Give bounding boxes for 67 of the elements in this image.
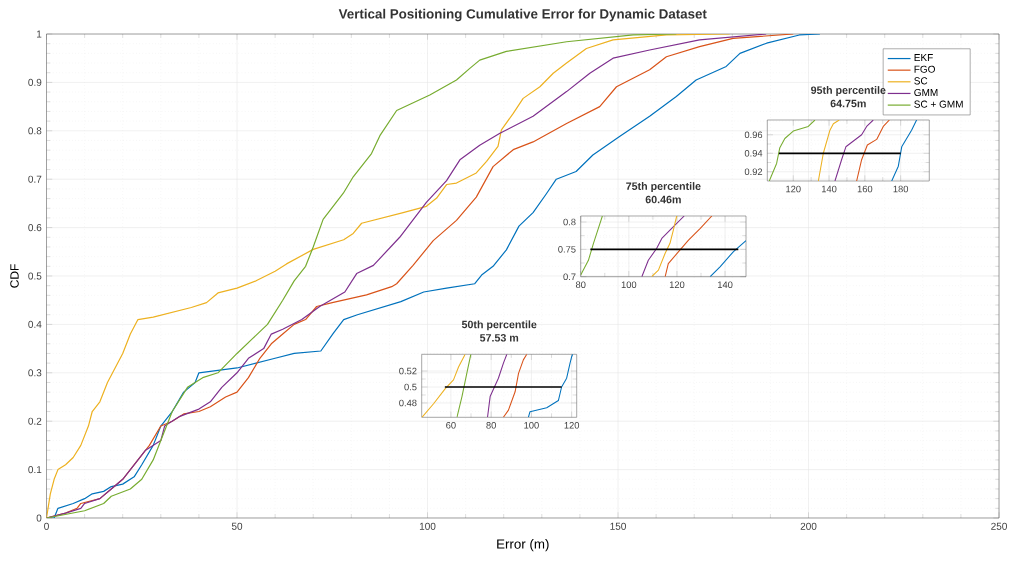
y-tick-label: 0.8 [563, 218, 576, 226]
x-tick-label: 100 [621, 281, 637, 288]
y-tick-label: 0.96 [744, 131, 763, 139]
y-tick-label: 0.5 [28, 272, 42, 280]
y-tick-label: 0.75 [558, 246, 576, 253]
line-series [502, 354, 528, 418]
line-series [834, 119, 874, 181]
x-tick-label: 140 [718, 281, 733, 288]
line-series [486, 354, 508, 418]
legend-label: GMM [914, 88, 938, 97]
x-tick-label: 120 [564, 422, 580, 429]
y-tick-label: 0.4 [28, 320, 42, 328]
x-tick-label: 100 [524, 422, 539, 429]
y-tick-label: 0.1 [28, 466, 42, 474]
x-tick-label: 60 [446, 422, 456, 429]
x-tick-label: 180 [893, 185, 909, 193]
chart-title: Vertical Positioning Cumulative Error for Dynamic Dataset [338, 8, 707, 22]
y-tick-label: 0.9 [28, 78, 42, 86]
legend-label: FGO [914, 65, 935, 73]
chart-subtitle: 57.53 m [479, 334, 519, 342]
x-tick-label: 200 [800, 522, 817, 530]
y-tick-label: 0.7 [563, 273, 576, 280]
x-tick-label: 140 [821, 185, 837, 193]
legend-label: SC + GMM [914, 100, 963, 108]
x-tick-label: 0 [44, 522, 49, 530]
y-tick-label: 0.52 [399, 367, 417, 375]
line-series [651, 216, 678, 277]
y-tick-label: 0.48 [399, 399, 417, 407]
x-tick-label: 120 [669, 281, 685, 288]
y-tick-label: 0.6 [28, 224, 42, 232]
x-tick-label: 150 [610, 522, 626, 530]
line-series [856, 119, 890, 181]
x-tick-label: 80 [486, 422, 496, 429]
x-axis-title: Error (m) [497, 538, 549, 552]
line-series [527, 354, 574, 418]
line-series [768, 119, 816, 181]
chart-subtitle: 60.46m [645, 195, 681, 204]
x-tick-label: 80 [575, 281, 586, 288]
line-series [709, 240, 747, 277]
y-tick-label: 1 [36, 30, 42, 38]
y-tick-label: 0 [36, 514, 42, 522]
y-tick-label: 0.3 [28, 369, 42, 377]
chart-subtitle: 64.75m [830, 99, 866, 108]
chart-title: 50th percentile [461, 320, 537, 331]
x-tick-label: 120 [786, 185, 801, 193]
y-tick-label: 0.2 [28, 417, 42, 425]
x-tick-label: 250 [991, 522, 1007, 530]
y-axis-title: CDF [10, 264, 19, 288]
x-tick-label: 50 [231, 522, 243, 530]
y-tick-label: 0.92 [744, 168, 763, 176]
y-tick-label: 0.7 [28, 175, 42, 183]
line-series [891, 119, 918, 181]
legend-label: SC [914, 77, 928, 85]
chart-title: 75th percentile [626, 182, 701, 193]
line-series [580, 216, 603, 276]
y-tick-label: 0.94 [744, 149, 763, 157]
x-tick-label: 160 [857, 185, 873, 193]
chart-title: 95th percentile [811, 86, 886, 97]
line-series [817, 119, 840, 181]
y-tick-label: 0.5 [404, 383, 417, 391]
line-series [421, 354, 466, 418]
line-series [641, 216, 685, 277]
y-tick-label: 0.8 [28, 127, 42, 135]
x-tick-label: 100 [419, 522, 436, 530]
legend-label: EKF [914, 54, 933, 61]
line-series [456, 354, 472, 418]
line-series [664, 216, 713, 277]
